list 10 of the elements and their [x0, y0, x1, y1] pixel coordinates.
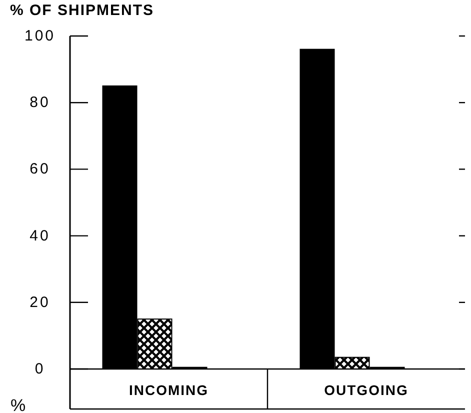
y-tick-label: 20: [30, 294, 50, 311]
text: %: [10, 396, 26, 413]
y-tick-label: 100: [24, 28, 56, 44]
y-tick-label: 40: [30, 227, 50, 244]
y-tick-label: 80: [30, 94, 50, 112]
x-tick-label: OUTGOING: [324, 382, 408, 398]
y-tick-label: 0: [34, 360, 46, 378]
x-tick-label: INCOMING: [128, 382, 209, 398]
y-tick-label: 60: [30, 160, 50, 178]
chart-title: % OF SHIPMENTS: [10, 2, 154, 19]
